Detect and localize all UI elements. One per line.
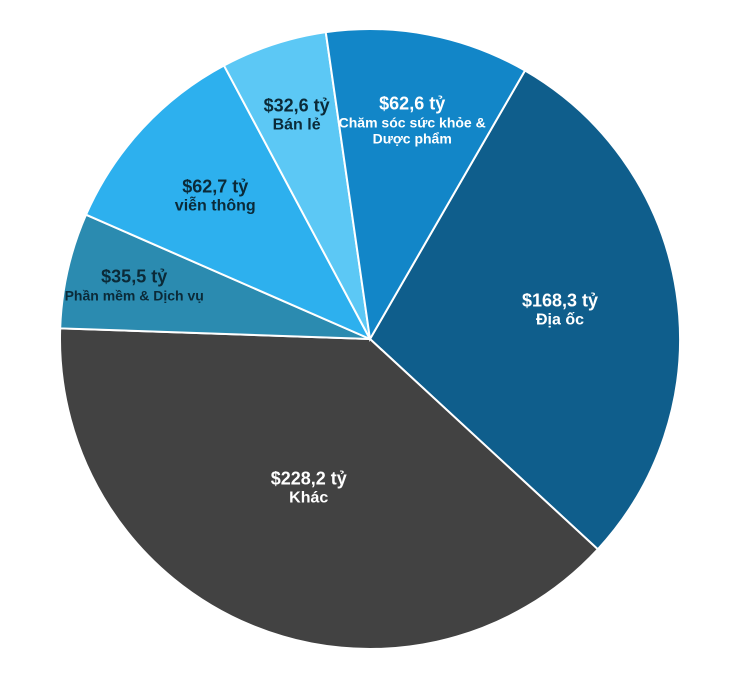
pie-svg (0, 0, 742, 678)
pie-chart: $168,3 tỷĐịa ốc$228,2 tỷKhác$35,5 tỷPhần… (0, 0, 742, 678)
